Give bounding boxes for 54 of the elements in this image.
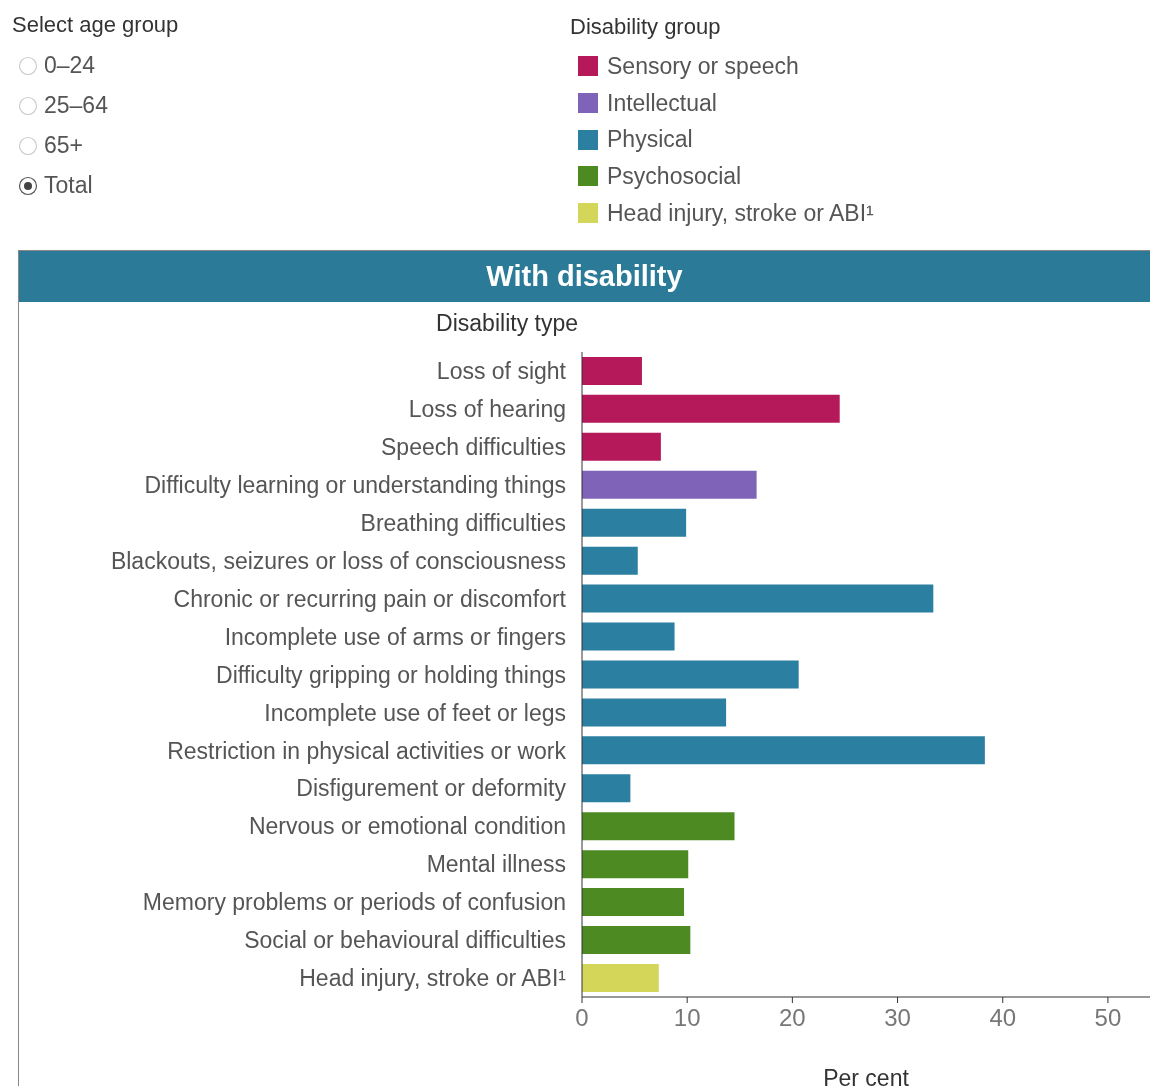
legend-label: Physical: [607, 126, 693, 154]
legend-label: Psychosocial: [607, 162, 742, 190]
y-tick-label: Blackouts, seizures or loss of consciousness: [110, 547, 566, 574]
y-tick-label: Restriction in physical activities or work: [167, 737, 567, 764]
x-axis-title: Per cent: [823, 1065, 910, 1086]
x-tick-label: 50: [1094, 1004, 1122, 1032]
bar: [582, 622, 675, 651]
bar: [582, 963, 659, 992]
text: Select age group: [12, 12, 179, 38]
bar: [582, 356, 642, 385]
bar: [582, 470, 757, 499]
bar: [582, 394, 840, 423]
legend-title: Disability group: [570, 14, 722, 40]
y-tick-label: Mental illness: [426, 851, 566, 878]
text: Total: [44, 172, 93, 199]
text: 25–64: [44, 92, 108, 119]
y-tick-label: Disfigurement or deformity: [296, 775, 567, 802]
bar: [582, 546, 638, 575]
bar: [582, 850, 689, 879]
chart-title: With disability: [19, 251, 1150, 302]
y-tick-label: Head injury, stroke or ABI¹: [299, 965, 567, 992]
legend-label: Intellectual: [607, 89, 717, 117]
bar: [582, 888, 685, 917]
bar: [582, 660, 799, 689]
bar: [582, 698, 727, 727]
x-tick-label: 0: [575, 1004, 589, 1032]
bar: [582, 508, 687, 537]
x-tick-label: 20: [779, 1004, 806, 1032]
y-tick-label: Social or behavioural difficulties: [244, 927, 566, 954]
bar: [582, 432, 661, 461]
text: 0–24: [44, 52, 96, 79]
y-axis-title: Disability type: [436, 310, 578, 337]
bar: [582, 812, 735, 841]
legend-label: Sensory or speech: [607, 52, 799, 80]
x-tick-label: 10: [673, 1004, 701, 1032]
legend-label: Head injury, stroke or ABI¹: [607, 199, 874, 227]
x-tick-label: 30: [884, 1004, 911, 1032]
y-tick-label: Incomplete use of feet or legs: [264, 699, 566, 726]
bar: [582, 926, 691, 955]
y-tick-label: Difficulty gripping or holding things: [216, 661, 566, 688]
y-tick-label: Incomplete use of arms or fingers: [224, 623, 566, 650]
y-tick-label: Speech difficulties: [381, 434, 566, 461]
bar: [582, 774, 631, 803]
text: 65+: [44, 132, 84, 159]
bar: [582, 584, 934, 613]
y-tick-label: Memory problems or periods of confusion: [142, 889, 566, 916]
y-tick-label: Nervous or emotional condition: [248, 813, 566, 840]
y-tick-label: Chronic or recurring pain or discomfort: [173, 585, 567, 612]
y-tick-label: Breathing difficulties: [360, 509, 566, 536]
bar: [582, 736, 985, 765]
y-tick-label: Difficulty learning or understanding things: [144, 471, 566, 498]
x-tick-label: 40: [989, 1004, 1017, 1032]
y-tick-label: Loss of sight: [436, 358, 567, 385]
y-tick-label: Loss of hearing: [408, 396, 566, 423]
